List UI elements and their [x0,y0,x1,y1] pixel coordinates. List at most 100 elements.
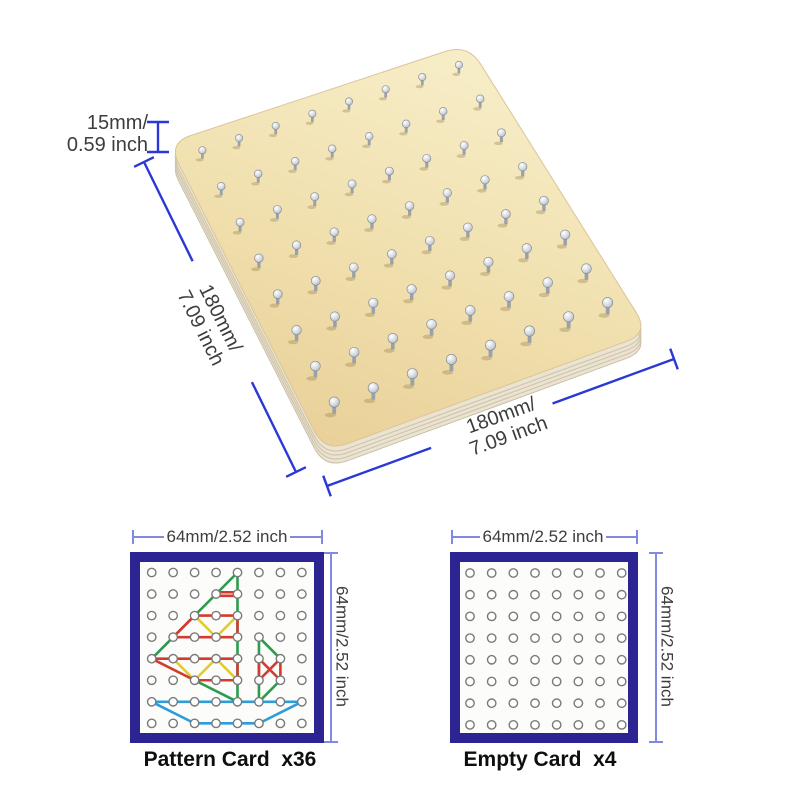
peg-stem [384,89,388,98]
peg-shadow [520,341,532,347]
peg-shadow [326,326,337,331]
rubber-band-segment [257,635,282,661]
peg-stem [525,249,529,260]
peg-hole-dot [508,698,519,709]
peg-stem [201,150,204,159]
rubber-band-segment [257,700,304,725]
peg-hole-dot [616,611,627,622]
peg-stem [367,137,371,146]
peg-head [310,276,321,286]
peg [401,201,415,219]
peg-head [254,253,264,263]
peg-stem [404,124,408,133]
peg-head [563,311,575,323]
board-thickness-line2: 0.59 inch [66,134,148,157]
peg-hole-dot [232,610,243,621]
peg-head [381,85,390,94]
peg-head [418,73,427,82]
dimension-line [326,446,432,488]
peg-head [402,119,411,128]
peg-head [442,188,452,198]
peg-head [198,146,207,155]
peg-hole-dot [146,632,157,643]
peg-head [291,325,302,336]
peg-hole-dot [486,698,497,709]
peg-stem [410,374,415,386]
peg [556,229,571,249]
peg-head [328,144,337,153]
rubber-band-segment [257,678,282,704]
peg-stem [605,303,610,315]
peg-stem [332,232,336,242]
peg-stem [542,201,546,211]
peg-hole-dot [573,698,584,709]
peg-stem [350,184,354,194]
peg-head [518,162,528,172]
peg-shadow [307,290,318,295]
peg [363,382,379,404]
peg-shadow [362,144,371,149]
peg-hole-dot [168,718,179,729]
peg-hole-dot [146,567,157,578]
peg-head [348,262,359,273]
rubber-band-segment [150,700,196,725]
peg-hole-dot [275,567,286,578]
peg-head [406,284,417,295]
peg-head [463,222,473,233]
peg-hole-dot [168,610,179,621]
board-dimension-lines [133,120,679,497]
peg [415,73,427,89]
peg-head [273,205,282,214]
peg-hole-dot [573,568,584,578]
peg-shadow [342,109,351,113]
dimension-tick [133,156,155,168]
peg-stem [545,283,550,294]
peg-hole-dot [595,633,605,643]
peg [441,270,456,290]
peg-stem [486,262,491,273]
peg-hole-dot [595,568,605,578]
peg-hole-dot [573,720,584,730]
peg-hole-dot [530,611,540,622]
peg [461,305,476,326]
peg-hole-dot [296,589,307,599]
peg-hole-dot [530,676,540,687]
peg-hole-dot [254,632,264,643]
peg [287,325,302,345]
peg-head [365,132,374,141]
peg-hole-dot [595,676,605,687]
peg-shadow [214,194,223,199]
peg-hole-dot [211,653,221,664]
peg-shadow [452,72,461,77]
peg-shadow [288,169,297,174]
peg-hole-dot [296,653,307,664]
peg [402,368,418,389]
peg-shadow [379,97,387,101]
peg [479,256,494,277]
peg [345,262,359,281]
peg-hole-dot [275,675,286,686]
peg-hole-dot [530,589,540,600]
peg [383,333,399,353]
peg-shadow [479,271,490,277]
peg-shadow [382,179,391,184]
peg-hole-dot [232,675,243,686]
peg [383,249,397,268]
peg-hole-dot [211,610,221,621]
peg-stem [521,167,525,177]
peg-stem [566,317,571,329]
peg-hole-dot [211,632,221,643]
peg-hole-dot [146,675,157,686]
peg-head [291,240,302,250]
peg-head [445,270,456,281]
peg-head [539,195,549,206]
peg [288,240,302,259]
peg-stem [371,388,376,400]
peg-shadow [401,215,412,219]
peg-shadow [518,258,529,263]
peg-stem [257,259,261,269]
peg-head [480,175,490,185]
peg-stem [408,206,412,216]
peg-head [501,209,511,219]
board-top-face [174,48,642,447]
